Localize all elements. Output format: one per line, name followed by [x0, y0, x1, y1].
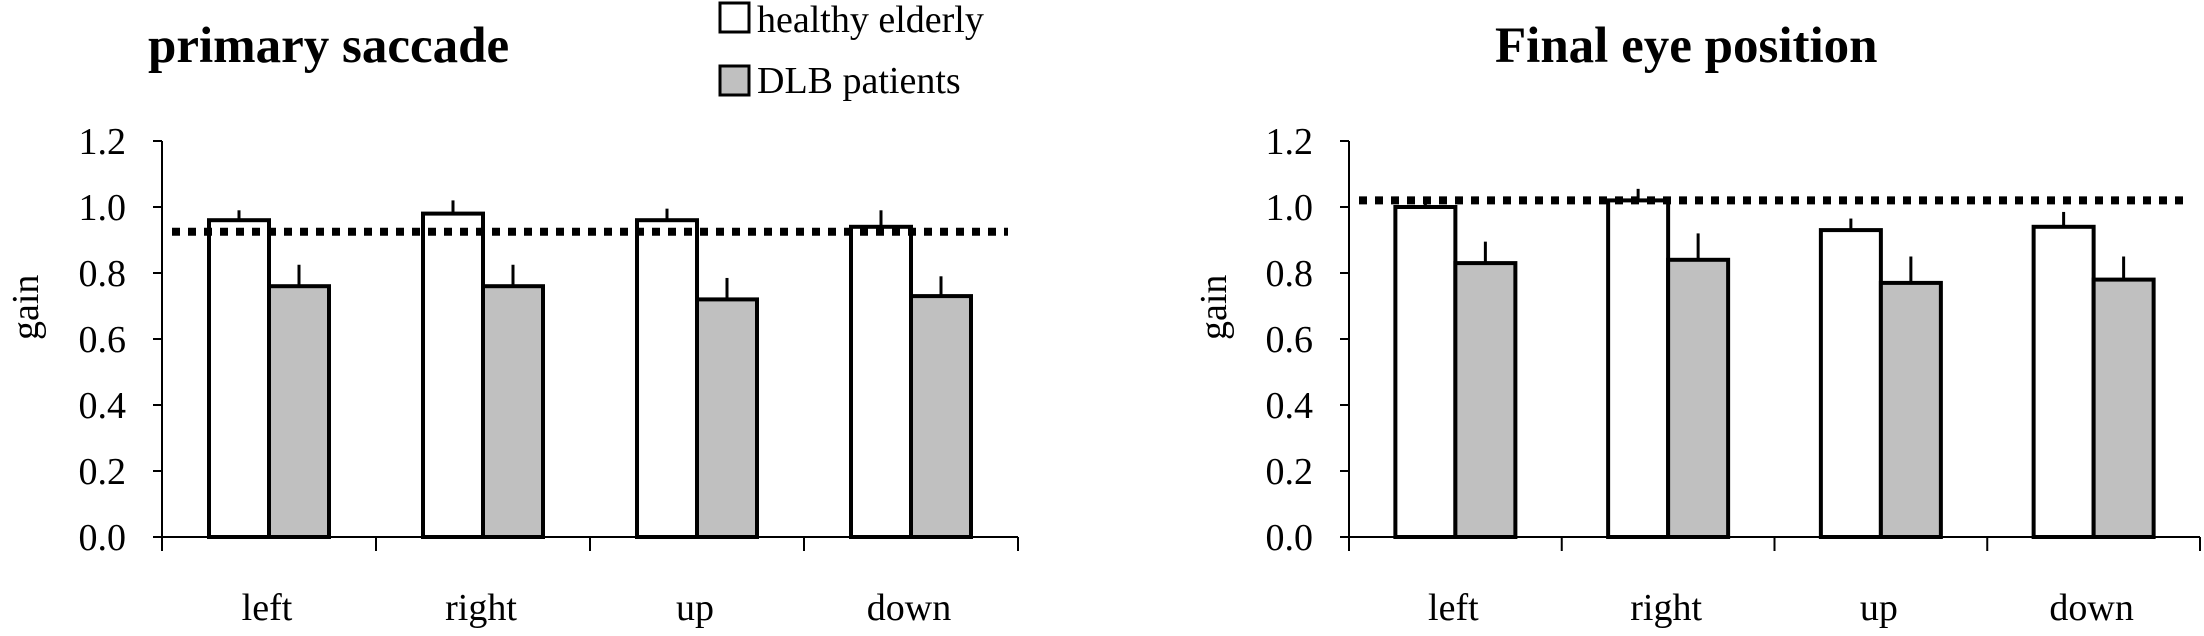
y-tick-label: 1.0 — [1266, 187, 1314, 229]
bar-healthy-up — [635, 218, 699, 539]
category-label-down: down — [867, 587, 951, 629]
category-label-up: up — [676, 587, 714, 629]
category-label-left: left — [242, 587, 293, 629]
chart-title: primary saccade — [148, 18, 509, 74]
category-label-up: up — [1860, 587, 1898, 629]
bar-healthy-down — [2031, 224, 2096, 540]
bar-dlb-right — [481, 284, 545, 540]
y-tick-label: 0.2 — [79, 451, 127, 493]
bar-healthy-left — [207, 218, 271, 539]
y-tick-label: 0.8 — [79, 253, 127, 295]
chart-title: Final eye position — [1495, 18, 1878, 74]
bar-dlb-down — [909, 294, 973, 539]
y-axis-label: gain — [5, 275, 47, 340]
bar-dlb-left — [267, 284, 331, 540]
category-label-right: right — [1630, 587, 1702, 629]
bar-healthy-left — [1393, 205, 1458, 539]
category-label-left: left — [1428, 587, 1479, 629]
category-label-right: right — [445, 587, 517, 629]
y-tick-label: 0.4 — [1266, 385, 1314, 427]
bar-dlb-left — [1453, 261, 1518, 539]
legend-label-healthy: healthy elderly — [757, 0, 984, 41]
bar-healthy-up — [1818, 228, 1883, 539]
chart-primary-saccade: primary saccade gain 0.0 0.2 0.4 0.6 0.8 1.0 1… — [5, 18, 1019, 629]
bar-healthy-right — [1606, 198, 1671, 539]
bar-healthy-right — [421, 211, 485, 539]
legend-label-dlb: DLB patients — [757, 60, 961, 102]
y-tick-label: 1.2 — [79, 121, 127, 163]
legend: healthy elderly DLB patients — [718, 0, 984, 102]
bar-dlb-right — [1666, 257, 1731, 539]
y-tick-label: 0.6 — [1266, 319, 1314, 361]
y-axis-label: gain — [1193, 275, 1235, 340]
chart-final-eye-position: Final eye position gain 0.0 0.2 0.4 0.6 0.8 1… — [1193, 18, 2201, 629]
y-tick-label: 0.2 — [1266, 451, 1314, 493]
bar-dlb-down — [2091, 277, 2156, 539]
y-tick-label: 0.6 — [79, 319, 127, 361]
y-tick-label: 1.0 — [79, 187, 127, 229]
bar-dlb-up — [1878, 280, 1943, 539]
y-tick-label: 0.8 — [1266, 253, 1314, 295]
legend-swatch-dlb — [718, 64, 751, 97]
y-tick-label: 0.0 — [79, 517, 127, 559]
bar-healthy-down — [849, 224, 913, 540]
category-label-down: down — [2049, 587, 2133, 629]
legend-swatch-healthy — [718, 1, 751, 34]
bar-dlb-up — [695, 297, 759, 539]
y-tick-label: 1.2 — [1266, 121, 1314, 163]
y-tick-label: 0.4 — [79, 385, 127, 427]
y-tick-label: 0.0 — [1266, 517, 1314, 559]
